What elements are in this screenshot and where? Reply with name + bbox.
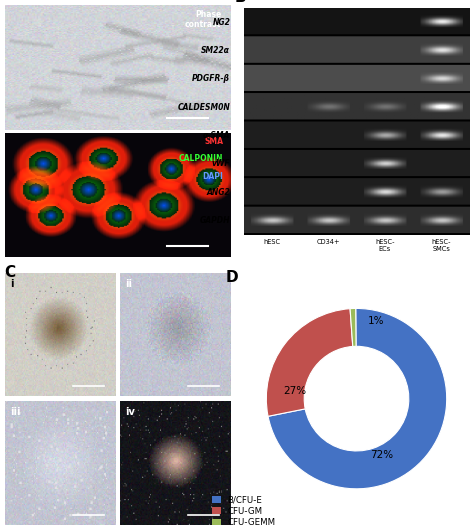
Text: GAPDH: GAPDH (200, 216, 230, 225)
Text: ANG2: ANG2 (207, 188, 230, 197)
Text: PDGFR-β: PDGFR-β (192, 74, 230, 83)
Text: B: B (235, 0, 246, 5)
Text: i: i (10, 279, 14, 289)
Text: D: D (226, 270, 238, 285)
Text: Phase
contrast: Phase contrast (185, 10, 221, 29)
Text: hESC-
ECs: hESC- ECs (375, 239, 394, 252)
Text: DAPI: DAPI (202, 172, 223, 181)
Text: SMA: SMA (204, 137, 223, 146)
Text: iv: iv (125, 407, 135, 417)
Wedge shape (266, 308, 353, 416)
Text: 27%: 27% (283, 386, 307, 396)
Wedge shape (350, 308, 356, 347)
Text: iii: iii (10, 407, 21, 417)
Text: vWF: vWF (211, 160, 230, 169)
Text: CD34+: CD34+ (317, 239, 340, 245)
Text: 72%: 72% (370, 449, 393, 460)
Text: hESC-
SMCs: hESC- SMCs (431, 239, 451, 252)
Text: 1%: 1% (368, 316, 384, 326)
Text: hESC: hESC (264, 239, 281, 245)
Text: CALPONIN: CALPONIN (179, 154, 223, 163)
Legend: B/CFU-E, CFU-GM, CFU-GEMM: B/CFU-E, CFU-GM, CFU-GEMM (212, 496, 275, 527)
Text: C: C (5, 265, 16, 280)
Text: NG2: NG2 (212, 18, 230, 27)
Text: SM22α: SM22α (201, 46, 230, 55)
Wedge shape (268, 308, 447, 489)
Text: α-SMA: α-SMA (203, 131, 230, 140)
Text: ii: ii (125, 279, 132, 289)
Text: CALDESM0N: CALDESM0N (177, 103, 230, 112)
